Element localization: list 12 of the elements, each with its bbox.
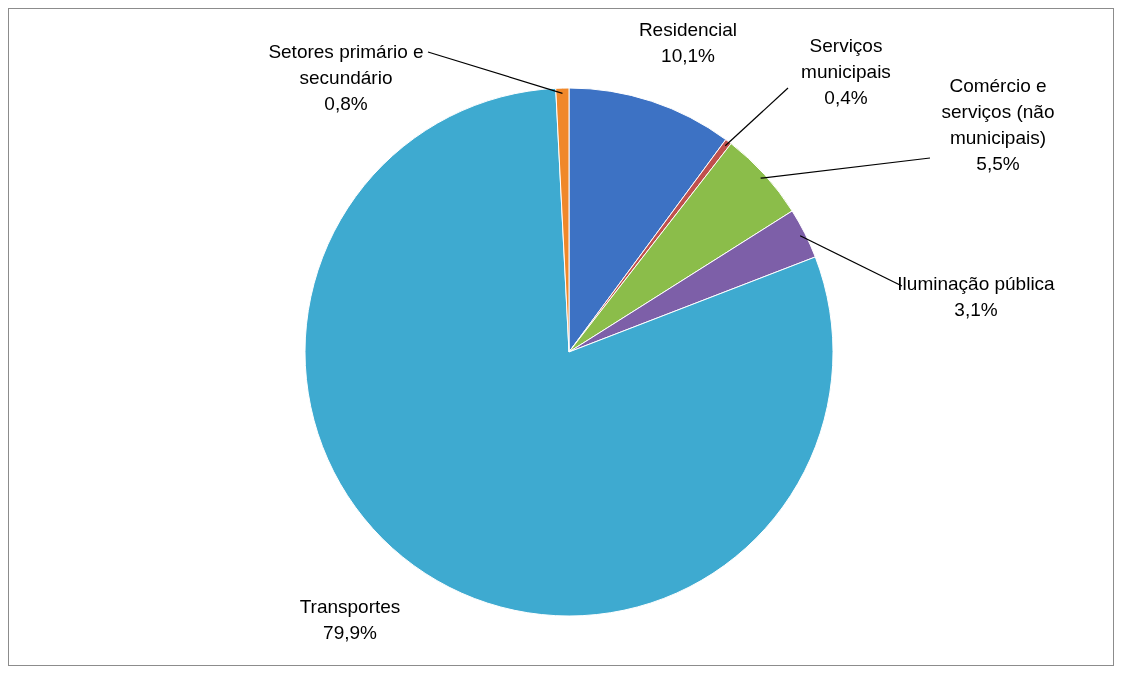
slice-label: Residencial bbox=[638, 19, 738, 40]
slice-label: Setores primário e secundário bbox=[268, 41, 424, 88]
data-label: 3,1% bbox=[954, 299, 998, 320]
slice-label: Transportes bbox=[299, 596, 401, 617]
data-label: 10,1% bbox=[661, 45, 716, 66]
slice-label: Iluminação pública bbox=[897, 273, 1056, 294]
data-label: 0,8% bbox=[324, 93, 368, 114]
data-label: 5,5% bbox=[976, 153, 1020, 174]
slice-label: Serviços municipais bbox=[801, 35, 891, 82]
data-label: 79,9% bbox=[323, 622, 378, 643]
slice-label: Comércio e serviços (não municipais) bbox=[941, 75, 1055, 148]
data-label: 0,4% bbox=[824, 87, 868, 108]
